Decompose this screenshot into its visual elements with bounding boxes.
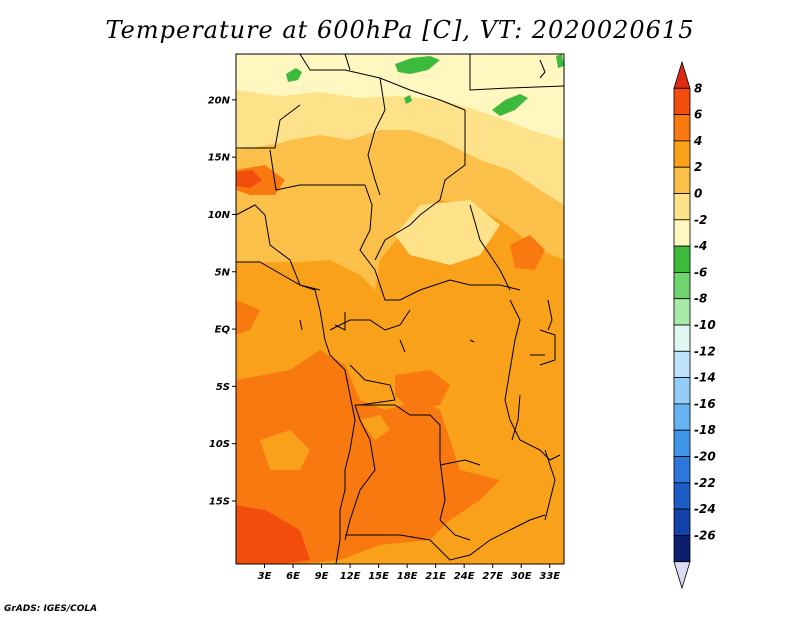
y-tick-label: EQ [215, 325, 231, 336]
colorbar-swatch [673, 324, 691, 352]
field-cool-patch [395, 200, 500, 265]
field-4-to-6 [510, 235, 545, 270]
colorbar-label: 6 [694, 108, 702, 122]
grads-credit: GrADS: IGES/COLA [4, 604, 98, 614]
colorbar-label: -6 [694, 265, 707, 279]
colorbar-swatch [673, 429, 691, 457]
field-sahel-band [236, 140, 430, 215]
colorbar-swatch [673, 535, 691, 563]
field-minus6-patch [492, 94, 528, 116]
field-6-to-8 [236, 505, 310, 564]
x-tick-label: 33E [539, 571, 560, 582]
x-tick-label: 18E [397, 571, 418, 582]
temperature-map [236, 54, 564, 564]
x-axis: 3E 6E 9E 12E 15E 18E 21E 24E 27E 30E 33E [258, 564, 560, 582]
y-tick-label: 5S [216, 382, 230, 393]
colorbar-label: 2 [694, 160, 702, 174]
colorbar-label: 8 [694, 81, 702, 95]
x-tick-label: 12E [340, 571, 361, 582]
colorbar-swatch [673, 245, 691, 273]
field-4-to-6 [236, 350, 500, 564]
field-2-to-4 [360, 415, 390, 440]
colorbar-label: -8 [694, 292, 707, 306]
field-minus4-to-minus2 [236, 54, 564, 140]
colorbar-label: 4 [693, 134, 702, 148]
colorbar-swatch [673, 456, 691, 484]
colorbar-swatch [673, 482, 691, 510]
colorbar-swatch [673, 140, 691, 168]
colorbar-bottom-arrow [673, 561, 691, 590]
colorbar-label: -14 [694, 371, 716, 385]
colorbar-swatch [673, 219, 691, 247]
colorbar-swatch [673, 377, 691, 405]
y-tick-label: 15S [209, 496, 230, 507]
map-frame [235, 53, 565, 565]
colorbar-label: -24 [694, 502, 716, 516]
colorbar-top-arrow [673, 60, 691, 89]
field-6-to-8 [236, 170, 262, 188]
colorbar-swatch [673, 193, 691, 221]
y-tick-label: 15N [208, 153, 231, 164]
country-borders [236, 54, 564, 564]
y-axis: 20N 15N 10N 5N EQ 5S 10S 15S [208, 95, 236, 507]
colorbar-label: 0 [694, 187, 702, 201]
x-tick-label: 9E [315, 571, 329, 582]
field-minus6-patch [395, 56, 440, 74]
y-tick-label: 5N [215, 267, 231, 278]
field-2-to-4 [260, 430, 310, 470]
colorbar-swatch [673, 166, 691, 194]
colorbar-swatch [673, 403, 691, 431]
y-tick-label: 20N [208, 95, 231, 106]
x-tick-label: 6E [286, 571, 300, 582]
colorbar-swatch [673, 87, 691, 116]
colorbar-label: -16 [694, 397, 716, 411]
x-tick-label: 24E [454, 571, 475, 582]
map-title: Temperature at 600hPa [C], VT: 202002061… [105, 16, 695, 44]
colorbar-label: -18 [694, 423, 716, 437]
colorbar-label: -22 [694, 476, 716, 490]
colorbar-label: -2 [694, 213, 707, 227]
colorbar-label: -10 [694, 318, 716, 332]
colorbar-swatch [673, 114, 691, 142]
x-tick-label: 15E [368, 571, 389, 582]
field-2-to-4 [500, 525, 550, 564]
x-tick-label: 30E [511, 571, 532, 582]
x-tick-label: 3E [258, 571, 272, 582]
colorbar-swatch [673, 298, 691, 326]
x-tick-label: 21E [425, 571, 446, 582]
colorbar: 8 6 4 2 0 -2 -4 -6 -8 -10 -12 -14 -16 -18 -20 -22 -24 -26 [673, 60, 716, 590]
colorbar-swatch [673, 508, 691, 536]
colorbar-swatch [673, 271, 691, 300]
colorbar-label: -26 [694, 528, 716, 542]
field-minus6-patch [404, 95, 412, 104]
colorbar-label: -12 [694, 344, 716, 358]
colorbar-label: -20 [694, 450, 716, 464]
colorbar-label: -4 [694, 239, 707, 253]
field-4-to-6 [395, 370, 450, 410]
field-4-to-6 [236, 300, 260, 335]
x-tick-label: 27E [482, 571, 503, 582]
y-tick-label: 10S [209, 439, 230, 450]
y-tick-label: 10N [208, 210, 231, 221]
colorbar-swatch [673, 350, 691, 378]
field-minus6-patch [286, 68, 302, 82]
field-minus6-patch [556, 54, 564, 68]
